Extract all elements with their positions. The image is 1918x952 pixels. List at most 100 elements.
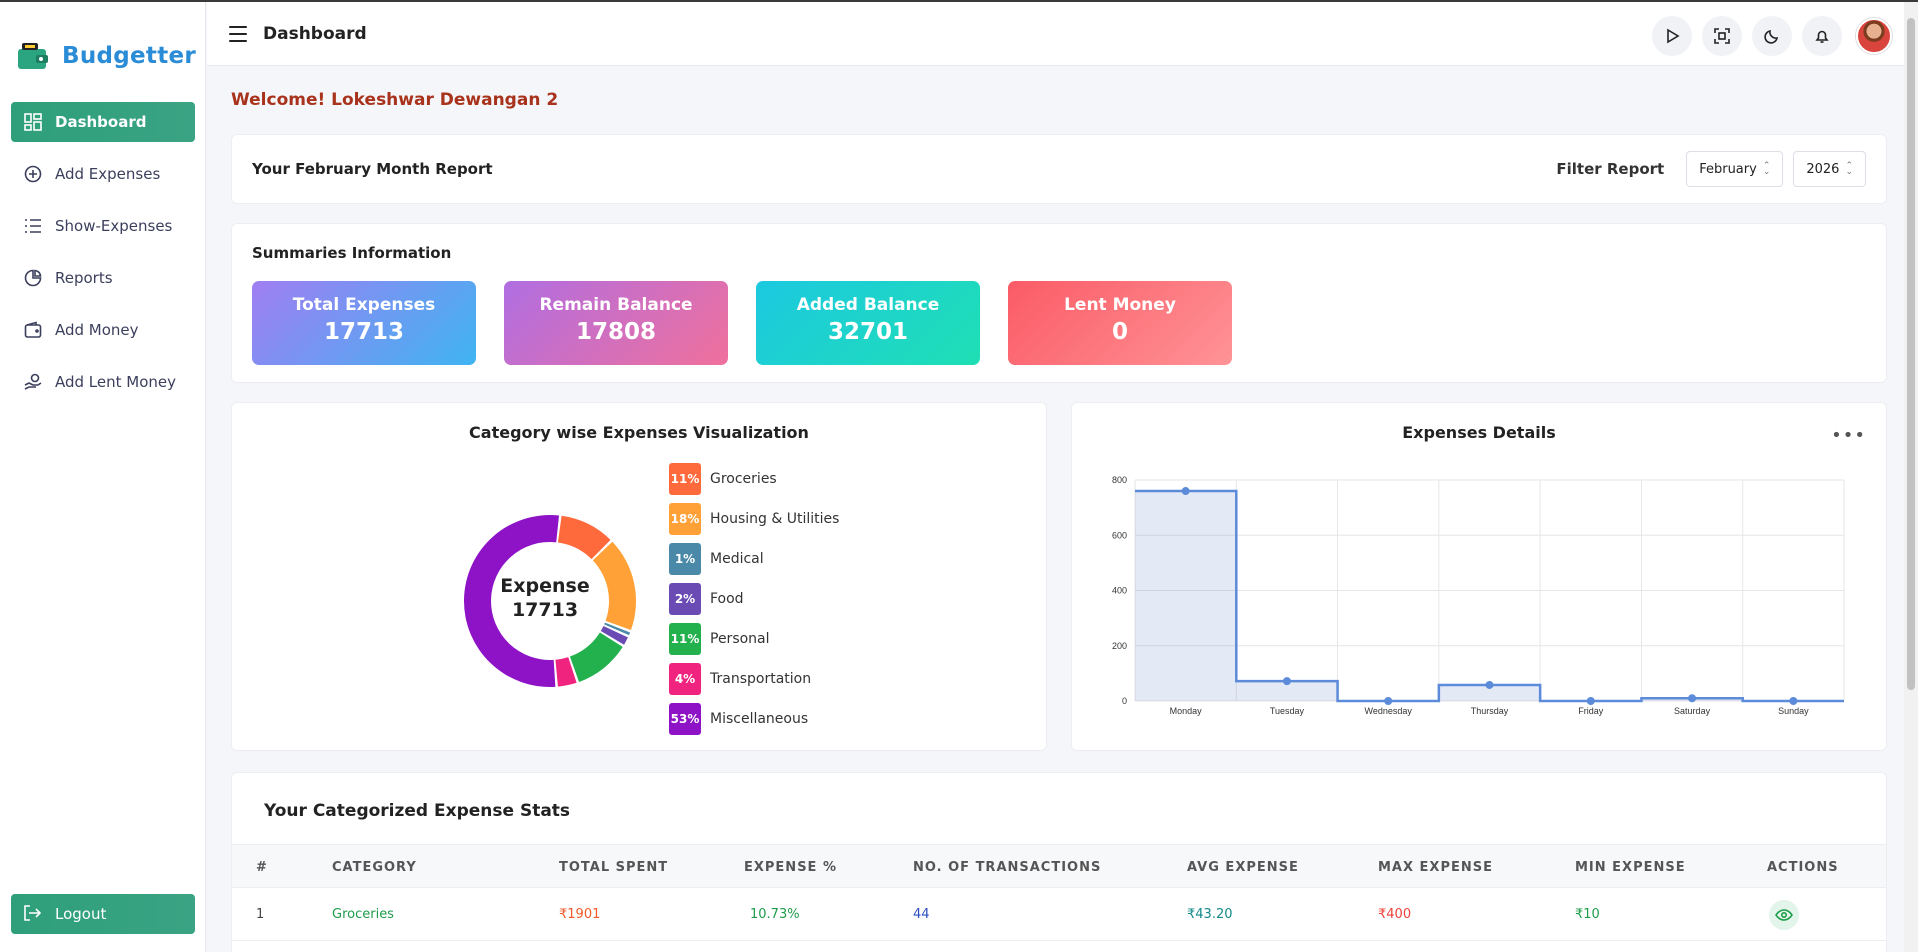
x-tick-label: Sunday: [1778, 706, 1809, 716]
category-stats-card: Your Categorized Expense Stats # CATEGOR…: [231, 772, 1887, 952]
more-options-icon[interactable]: •••: [1831, 425, 1866, 446]
expenses-step-chart[interactable]: 0 200 400 600 800 Monday Tuesday Wednesday Thurs…: [1072, 403, 1888, 752]
col-header: NO. OF TRANSACTIONS: [913, 860, 1102, 875]
donut-slice-groceries[interactable]: [557, 515, 611, 560]
month-select-value: February: [1699, 161, 1757, 177]
legend-item[interactable]: 18% Housing & Utilities: [669, 503, 839, 535]
legend-label: Food: [710, 591, 744, 607]
legend-item[interactable]: 11% Groceries: [669, 463, 839, 495]
month-select[interactable]: February ⌃ ⌄: [1686, 151, 1784, 187]
fullscreen-icon[interactable]: [1702, 16, 1742, 56]
select-chevron-icon: ⌃ ⌄: [1762, 161, 1771, 177]
logout-button[interactable]: Logout: [11, 894, 195, 934]
donut-slice-transportation[interactable]: [555, 657, 577, 687]
data-point-tuesday[interactable]: [1282, 677, 1291, 686]
col-header: TOTAL SPENT: [559, 860, 669, 875]
col-header: MIN EXPENSE: [1575, 860, 1686, 875]
legend-percent-badge: 11%: [669, 463, 701, 495]
cell-count: 44: [913, 907, 930, 922]
donut-center: Expense 17713: [475, 575, 615, 621]
logout-label: Logout: [55, 905, 107, 923]
sidebar-item-add-expenses[interactable]: Add Expenses: [11, 154, 195, 194]
window-top-border: [0, 0, 1918, 2]
legend-item[interactable]: 4% Transportation: [669, 663, 839, 695]
welcome-message: Welcome! Lokeshwar Dewangan 2: [231, 90, 559, 110]
lent-money-tile: Lent Money 0: [1008, 281, 1232, 365]
moon-icon[interactable]: [1752, 16, 1792, 56]
hamburger-menu-icon[interactable]: [229, 26, 247, 42]
table-header: # CATEGORY TOTAL SPENT EXPENSE % NO. OF …: [232, 844, 1886, 888]
data-point-sunday[interactable]: [1789, 697, 1798, 705]
table-title: Your Categorized Expense Stats: [264, 801, 571, 821]
data-point-saturday[interactable]: [1688, 694, 1697, 703]
col-header: ACTIONS: [1767, 860, 1839, 875]
x-tick-label: Monday: [1170, 706, 1203, 716]
sidebar-item-label: Add Lent Money: [55, 373, 177, 391]
tile-value: 17808: [575, 319, 657, 345]
avatar[interactable]: [1856, 18, 1892, 54]
cell-min: ₹10: [1575, 907, 1600, 922]
view-icon[interactable]: [1769, 900, 1799, 930]
tile-value: 17713: [323, 319, 405, 345]
sidebar-item-add-money[interactable]: Add Money: [11, 310, 195, 350]
sidebar-item-dashboard[interactable]: Dashboard: [11, 102, 195, 142]
cell-total: ₹1901: [559, 907, 601, 922]
legend-percent-badge: 2%: [669, 583, 701, 615]
legend-percent-badge: 4%: [669, 663, 701, 695]
data-point-thursday[interactable]: [1485, 680, 1494, 689]
page-title: Dashboard: [263, 24, 367, 44]
scrollbar-thumb[interactable]: [1907, 18, 1915, 690]
header-actions: [1642, 16, 1892, 56]
year-select-value: 2026: [1806, 161, 1840, 177]
y-tick-label: 200: [1112, 641, 1127, 651]
donut-slice-personal[interactable]: [569, 632, 623, 682]
donut-slice-miscellaneous[interactable]: [463, 515, 560, 687]
tile-label: Added Balance: [796, 295, 940, 315]
series-line: [1135, 489, 1844, 703]
legend-label: Personal: [710, 631, 770, 647]
pie-chart-icon: [23, 268, 43, 288]
x-tick-label: Tuesday: [1270, 706, 1305, 716]
play-icon[interactable]: [1652, 16, 1692, 56]
list-icon: [23, 216, 43, 236]
sidebar-item-label: Show-Expenses: [55, 217, 173, 235]
legend-item[interactable]: 11% Personal: [669, 623, 839, 655]
col-header: AVG EXPENSE: [1187, 860, 1299, 875]
legend-label: Housing & Utilities: [710, 511, 840, 527]
data-point-monday[interactable]: [1181, 487, 1190, 496]
sidebar-item-show-expenses[interactable]: Show-Expenses: [11, 206, 195, 246]
bell-icon[interactable]: [1802, 16, 1842, 56]
app-logo[interactable]: Budgetter: [16, 40, 196, 72]
sidebar-item-label: Reports: [55, 269, 113, 287]
donut-slice-housing-utilities[interactable]: [592, 541, 636, 631]
filter-label: Filter Report: [1556, 160, 1665, 178]
donut-slice-medical[interactable]: [604, 622, 631, 636]
x-tick-label: Friday: [1578, 706, 1604, 716]
legend-percent-badge: 11%: [669, 623, 701, 655]
cell-max: ₹400: [1378, 907, 1412, 922]
x-tick-label: Wednesday: [1365, 706, 1413, 716]
data-point-wednesday[interactable]: [1384, 697, 1393, 705]
sidebar-item-add-lent-money[interactable]: Add Lent Money: [11, 362, 195, 402]
data-point-friday[interactable]: [1586, 697, 1595, 705]
legend-item[interactable]: 1% Medical: [669, 543, 839, 575]
legend-label: Medical: [710, 551, 764, 567]
cell-num: 1: [256, 907, 265, 922]
legend-item[interactable]: 53% Miscellaneous: [669, 703, 839, 735]
donut-slice-food[interactable]: [600, 625, 628, 645]
sidebar-item-reports[interactable]: Reports: [11, 258, 195, 298]
report-title: Your February Month Report: [252, 160, 493, 178]
wallet-logo-icon: [18, 43, 48, 69]
summary-title: Summaries Information: [252, 244, 452, 262]
legend-percent-badge: 18%: [669, 503, 701, 535]
page-scrollbar[interactable]: [1904, 2, 1918, 952]
legend-item[interactable]: 2% Food: [669, 583, 839, 615]
year-select[interactable]: 2026 ⌃ ⌄: [1793, 151, 1866, 187]
donut-chart[interactable]: [232, 403, 1048, 752]
y-tick-label: 600: [1112, 530, 1127, 540]
tile-label: Total Expenses: [292, 295, 436, 315]
col-header: MAX EXPENSE: [1378, 860, 1493, 875]
tile-value: 0: [1111, 319, 1128, 345]
summary-card: Summaries Information Total Expenses 177…: [231, 223, 1887, 383]
col-header: CATEGORY: [332, 860, 417, 875]
